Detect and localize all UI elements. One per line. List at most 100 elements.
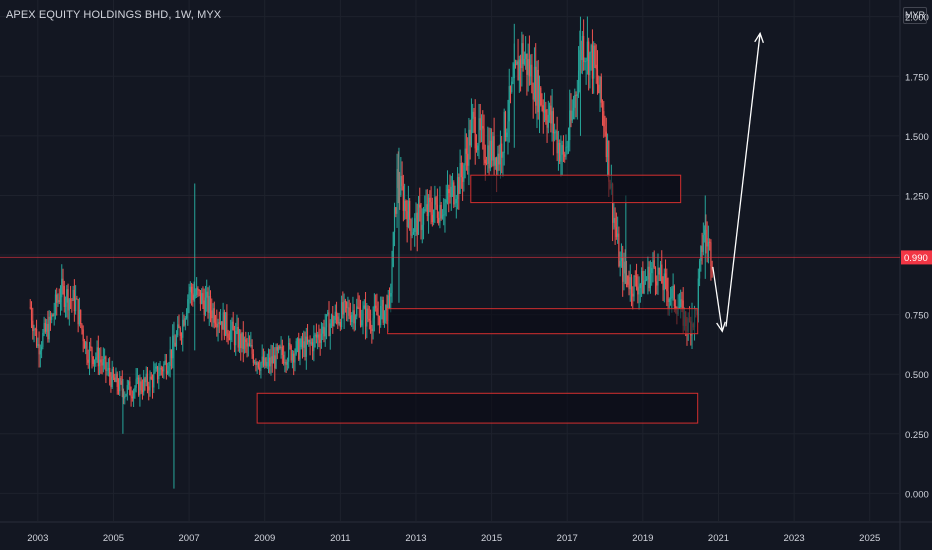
- candle-body: [367, 308, 369, 319]
- support-zone: [256, 392, 699, 424]
- candle-body: [506, 132, 508, 138]
- candle-body: [433, 209, 435, 222]
- candle-body: [88, 346, 91, 363]
- candle-body: [33, 328, 35, 332]
- candle-body: [536, 69, 538, 106]
- candle-body: [487, 145, 489, 164]
- candle-body: [310, 342, 312, 344]
- candle-body: [241, 332, 243, 349]
- candle-body: [107, 367, 110, 371]
- candle-body: [564, 154, 566, 157]
- candle-body: [390, 293, 392, 297]
- candle-body: [632, 293, 634, 297]
- candle-body: [58, 300, 60, 303]
- candle-body: [470, 118, 473, 146]
- candle-body: [531, 64, 533, 94]
- candle-body: [216, 323, 218, 328]
- candle-body: [572, 107, 575, 111]
- candle-body: [619, 261, 621, 267]
- candle-body: [711, 266, 713, 270]
- candle-body: [172, 335, 174, 359]
- candle-body: [72, 289, 74, 301]
- projection-arrow: [725, 33, 761, 327]
- candle-body: [488, 145, 490, 169]
- candle-body: [232, 321, 234, 331]
- candle-body: [482, 126, 484, 129]
- candle-body: [298, 338, 300, 360]
- candle-body: [160, 367, 162, 370]
- candle-body: [315, 334, 317, 338]
- candle-body: [112, 368, 115, 378]
- candle-body: [514, 64, 517, 65]
- candle-body: [643, 280, 645, 294]
- candle-body: [228, 337, 231, 340]
- candle-body: [467, 153, 469, 166]
- candle-body: [647, 266, 649, 280]
- candle-body: [272, 355, 275, 364]
- candle-body: [710, 242, 712, 267]
- candle-body: [201, 293, 203, 304]
- candle-body: [422, 211, 425, 225]
- candle-body: [541, 105, 543, 106]
- candle-body: [188, 291, 190, 300]
- candle-body: [192, 293, 194, 300]
- candle-body: [455, 199, 457, 204]
- candle-body: [343, 300, 345, 315]
- candle-body: [240, 333, 242, 349]
- candle-body: [527, 59, 529, 75]
- candle-body: [148, 386, 150, 391]
- candle-body: [359, 308, 362, 326]
- currency-button[interactable]: MYR: [903, 7, 927, 24]
- candle-body: [133, 391, 135, 399]
- candle-body: [450, 186, 452, 198]
- candle-body: [204, 297, 207, 315]
- candle-body: [474, 116, 476, 149]
- candle-body: [678, 307, 681, 309]
- candle-body: [463, 165, 465, 182]
- candle-body: [141, 390, 144, 393]
- candle-body: [472, 111, 474, 119]
- candle-body: [248, 343, 251, 346]
- candle-body: [518, 59, 520, 81]
- candle-body: [164, 360, 166, 364]
- candle-body: [462, 177, 464, 182]
- candle-body: [440, 204, 442, 219]
- candle-body: [174, 342, 176, 347]
- candle-body: [270, 356, 272, 367]
- candle-body: [548, 105, 551, 115]
- candle-body: [213, 308, 215, 323]
- candle-body: [516, 61, 518, 65]
- candle-body: [163, 363, 165, 372]
- candle-body: [255, 361, 257, 366]
- candle-body: [577, 70, 580, 95]
- candle-body: [627, 275, 629, 285]
- candle-body: [543, 109, 546, 113]
- candle-body: [162, 369, 164, 372]
- candle-body: [296, 338, 299, 342]
- candle-body: [634, 275, 636, 277]
- candle-body: [559, 142, 561, 162]
- candle-body: [300, 338, 302, 347]
- candle-body: [247, 343, 249, 347]
- candle-body: [75, 298, 77, 312]
- candle-body: [92, 356, 94, 365]
- candle-body: [599, 76, 601, 93]
- candle-body: [214, 322, 217, 324]
- candle-body: [236, 326, 238, 331]
- candle-body: [54, 294, 57, 313]
- candle-body: [434, 197, 436, 210]
- last-price-label-bg: [901, 250, 932, 265]
- candle-body: [504, 112, 507, 138]
- candle-body: [156, 366, 159, 380]
- candle-body: [512, 78, 514, 82]
- candle-body: [235, 330, 237, 346]
- candle-body: [169, 349, 171, 366]
- candle-body: [35, 328, 38, 346]
- candle-body: [100, 359, 102, 363]
- candle-body: [702, 234, 704, 252]
- candle-body: [285, 362, 287, 365]
- candle-body: [233, 330, 236, 346]
- candle-body: [325, 314, 328, 328]
